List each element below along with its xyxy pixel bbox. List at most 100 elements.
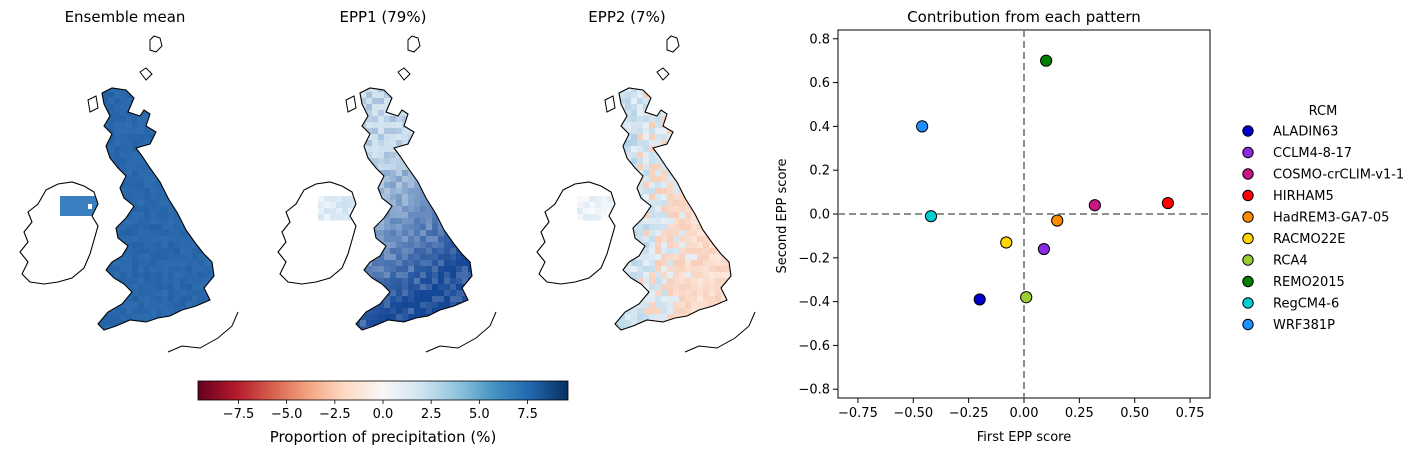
- legend-marker: [1242, 275, 1254, 288]
- x-tick-label: 0.50: [1120, 406, 1149, 421]
- point-regcm4-6: [924, 210, 938, 223]
- legend: RCM ALADIN63 CCLM4-8-17 COSMO-crCLIM-v1-1 H…: [1242, 104, 1404, 333]
- legend-label: COSMO-crCLIM-v1-1: [1273, 168, 1404, 183]
- scatter-points: [916, 54, 1175, 306]
- point-cclm4-8-17: [1037, 242, 1051, 256]
- coastline-france: [684, 311, 756, 353]
- x-axis-ticks: −0.75 −0.50 −0.25 0.00 0.25 0.50 0.75: [838, 398, 1205, 421]
- coastline-france: [167, 311, 239, 353]
- legend-title: RCM: [1309, 104, 1338, 119]
- legend-label: ALADIN63: [1273, 125, 1338, 140]
- map-field-ireland: [318, 196, 356, 221]
- y-tick-label: 0.4: [809, 120, 830, 135]
- legend-items: ALADIN63 CCLM4-8-17 COSMO-crCLIM-v1-1 HIRHA…: [1242, 125, 1404, 333]
- legend-marker: [1242, 125, 1254, 137]
- point-hirham5: [1161, 196, 1175, 210]
- legend-marker: [1242, 318, 1254, 331]
- y-tick-label: −0.8: [798, 383, 830, 398]
- point-racmo22e: [1000, 236, 1013, 249]
- x-tick-label: 0.75: [1176, 406, 1205, 421]
- coastline-hebrides: [345, 95, 357, 113]
- colorbar-tick-label: 0.0: [373, 407, 394, 422]
- legend-label: WRF381P: [1273, 318, 1335, 333]
- coastline-france: [425, 311, 497, 353]
- map-panel-epp1: EPP1 (79%): [277, 8, 497, 353]
- coastline-shetland: [149, 35, 163, 53]
- coastline-ireland: [19, 181, 99, 285]
- point-hadrem3-ga7-05: [1051, 214, 1064, 227]
- coastline-hebrides: [87, 95, 99, 113]
- colorbar-tick-label: 5.0: [469, 407, 490, 422]
- coastline-orkney: [656, 67, 670, 81]
- point-remo2015: [1040, 54, 1053, 67]
- legend-label: HadREM3-GA7-05: [1273, 211, 1389, 226]
- legend-label: RegCM4-6: [1273, 297, 1339, 312]
- map-title-epp2: EPP2 (7%): [588, 8, 665, 26]
- legend-marker: [1242, 189, 1254, 202]
- y-tick-label: −0.4: [798, 295, 830, 310]
- map-title-ensemble-mean: Ensemble mean: [65, 8, 186, 26]
- y-axis-ticks: 0.8 0.6 0.4 0.2 0.0 −0.2 −0.4 −0.6 −0.8: [798, 32, 838, 398]
- y-tick-label: −0.2: [798, 251, 830, 266]
- legend-label: RCA4: [1273, 254, 1308, 269]
- coastline-gb: [97, 87, 215, 331]
- x-tick-label: −0.50: [893, 406, 933, 421]
- map-panel-epp2: EPP2 (7%): [536, 8, 756, 353]
- x-tick-label: −0.25: [949, 406, 989, 421]
- map-field-ireland: [577, 196, 615, 221]
- x-tick-label: 0.00: [1010, 406, 1039, 421]
- coastline-ireland: [277, 181, 357, 285]
- point-aladin63: [973, 293, 986, 306]
- map-field-gb: [98, 88, 214, 330]
- x-tick-label: 0.25: [1065, 406, 1094, 421]
- y-tick-label: 0.8: [809, 32, 830, 47]
- coastline-gb: [355, 87, 473, 331]
- legend-label: HIRHAM5: [1273, 189, 1334, 204]
- colorbar-ticks: −7.5 −5.0 −2.5 0.0 2.5 5.0 7.5: [223, 400, 538, 422]
- coastline-orkney: [397, 67, 411, 81]
- legend-marker: [1242, 146, 1254, 159]
- y-tick-label: 0.0: [809, 208, 830, 223]
- coastline-shetland: [666, 35, 680, 53]
- coastline-ireland: [536, 181, 616, 285]
- map-title-epp1: EPP1 (79%): [340, 8, 427, 26]
- map-panel-ensemble-mean: Ensemble mean: [19, 8, 239, 353]
- y-axis-label: Second EPP score: [775, 159, 790, 274]
- legend-label: RACMO22E: [1273, 232, 1345, 247]
- colorbar-label: Proportion of precipitation (%): [270, 428, 497, 446]
- legend-marker: [1242, 168, 1254, 180]
- point-rca4: [1020, 291, 1033, 304]
- coastline-orkney: [139, 67, 153, 81]
- colorbar-tick-label: −7.5: [223, 407, 255, 422]
- scatter-plot: Contribution from each pattern −0.75 −0.5…: [775, 8, 1211, 445]
- colorbar-gradient: [197, 380, 569, 401]
- scatter-title: Contribution from each pattern: [907, 8, 1141, 26]
- coastline-gb: [614, 87, 732, 331]
- colorbar-tick-label: −2.5: [319, 407, 351, 422]
- colorbar-tick-label: 7.5: [517, 407, 538, 422]
- y-tick-label: −0.6: [798, 339, 830, 354]
- map-field-gb: [615, 88, 731, 330]
- coastline-shetland: [407, 35, 421, 53]
- legend-marker: [1242, 297, 1254, 309]
- colorbar: −7.5 −5.0 −2.5 0.0 2.5 5.0 7.5 Proportion of p…: [197, 380, 569, 446]
- legend-marker: [1242, 232, 1254, 245]
- coastline-hebrides: [604, 95, 616, 113]
- legend-marker: [1242, 211, 1254, 223]
- x-tick-label: −0.75: [838, 406, 878, 421]
- point-cosmo-crclim-v1-1: [1088, 199, 1101, 212]
- colorbar-tick-label: −5.0: [271, 407, 303, 422]
- legend-marker: [1242, 254, 1254, 266]
- reference-lines: [838, 30, 1210, 398]
- legend-label: CCLM4-8-17: [1273, 146, 1352, 161]
- map-field-gb: [356, 88, 472, 330]
- point-wrf381p: [916, 120, 929, 133]
- x-axis-label: First EPP score: [977, 430, 1071, 445]
- map-field-ireland: [60, 196, 98, 216]
- y-tick-label: 0.2: [809, 164, 830, 179]
- y-tick-label: 0.6: [809, 76, 830, 91]
- legend-label: REMO2015: [1273, 275, 1345, 290]
- colorbar-tick-label: 2.5: [421, 407, 442, 422]
